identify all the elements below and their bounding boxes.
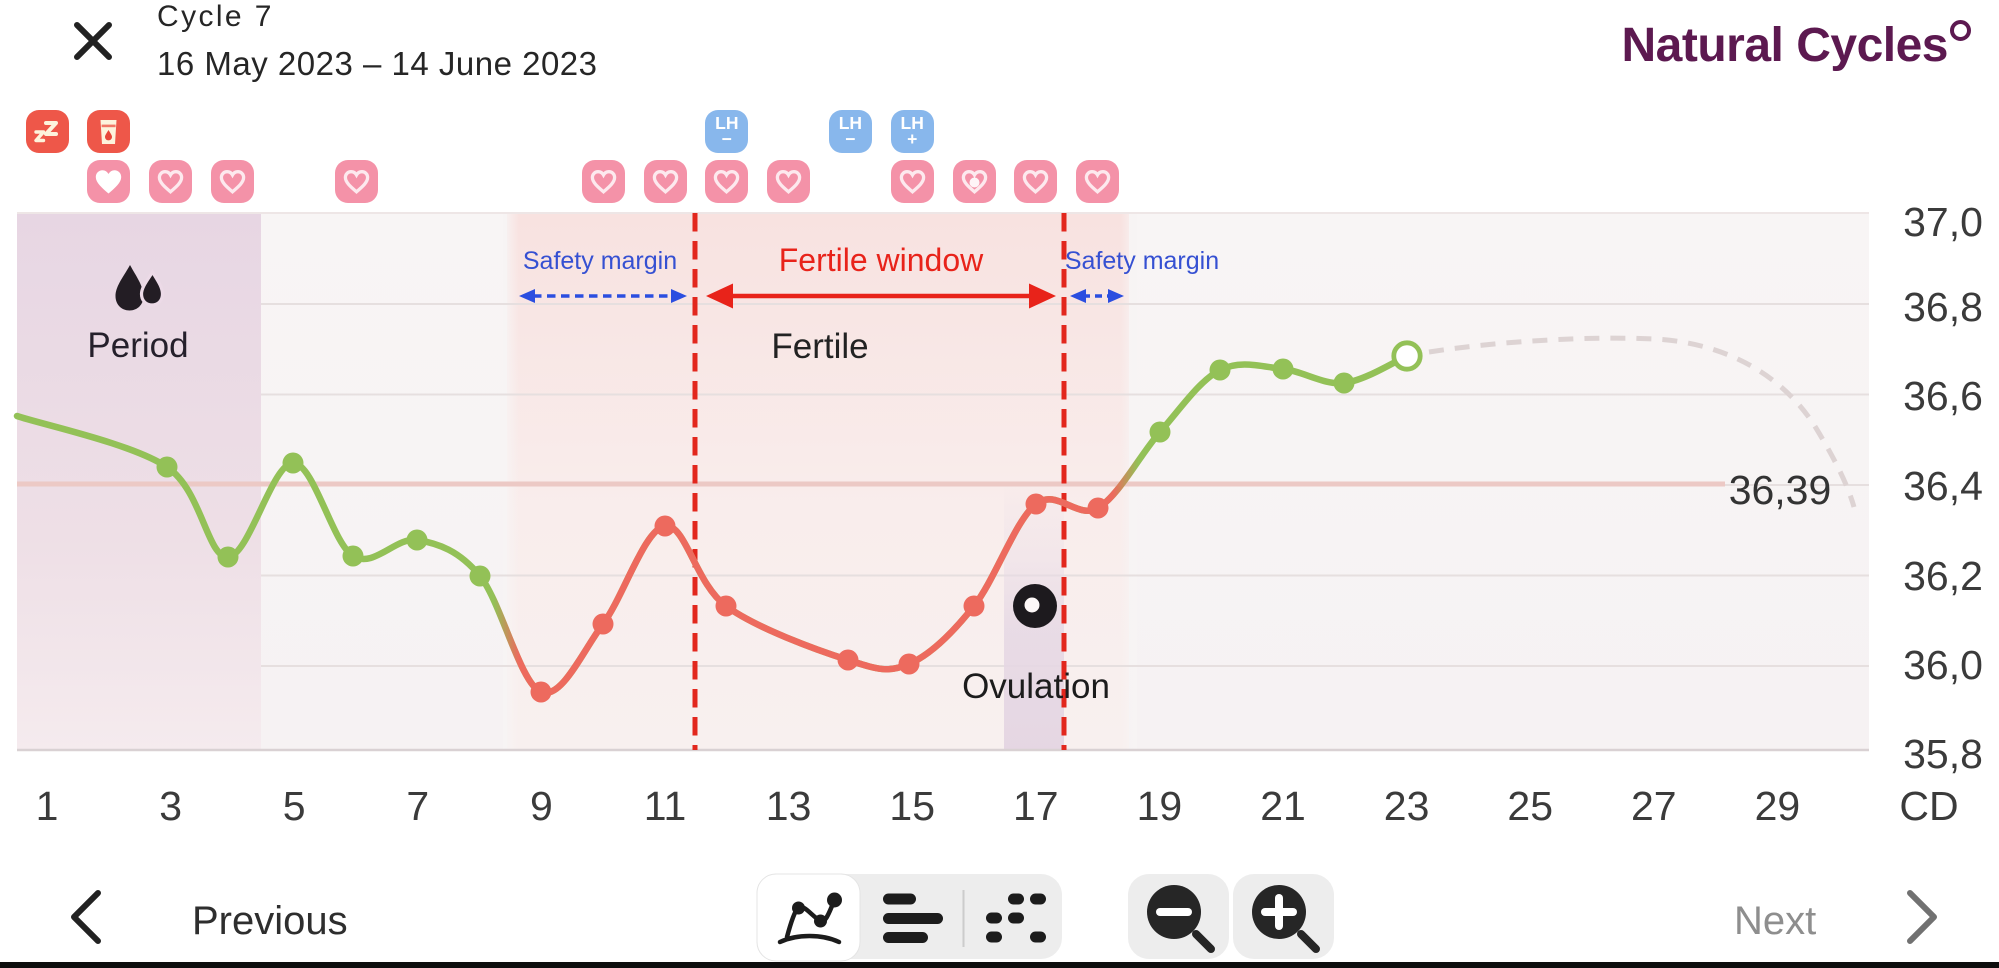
svg-text:13: 13 — [766, 783, 812, 829]
svg-text:9: 9 — [530, 783, 553, 829]
svg-text:36,8: 36,8 — [1903, 284, 1983, 330]
svg-text:15: 15 — [889, 783, 935, 829]
svg-text:19: 19 — [1137, 783, 1183, 829]
svg-text:27: 27 — [1631, 783, 1677, 829]
svg-text:36,0: 36,0 — [1903, 642, 1983, 688]
svg-text:36,6: 36,6 — [1903, 373, 1983, 419]
svg-text:3: 3 — [159, 783, 182, 829]
svg-text:36,4: 36,4 — [1903, 463, 1983, 509]
svg-text:17: 17 — [1013, 783, 1059, 829]
svg-text:CD: CD — [1899, 783, 1958, 829]
svg-text:Fertile window: Fertile window — [779, 242, 984, 278]
svg-text:36,2: 36,2 — [1903, 553, 1983, 599]
svg-text:Period: Period — [87, 326, 188, 365]
svg-text:29: 29 — [1755, 783, 1801, 829]
svg-text:21: 21 — [1260, 783, 1306, 829]
svg-text:Safety margin: Safety margin — [1065, 247, 1219, 275]
svg-text:11: 11 — [644, 783, 687, 829]
svg-text:25: 25 — [1507, 783, 1553, 829]
svg-text:37,0: 37,0 — [1903, 199, 1983, 245]
svg-text:Ovulation: Ovulation — [962, 667, 1110, 706]
svg-text:7: 7 — [406, 783, 429, 829]
svg-text:Safety margin: Safety margin — [523, 247, 677, 275]
svg-text:35,8: 35,8 — [1903, 731, 1983, 777]
svg-text:36,39: 36,39 — [1729, 467, 1832, 513]
svg-text:5: 5 — [283, 783, 306, 829]
svg-text:Fertile: Fertile — [771, 327, 868, 366]
svg-text:23: 23 — [1384, 783, 1430, 829]
svg-text:1: 1 — [36, 783, 59, 829]
